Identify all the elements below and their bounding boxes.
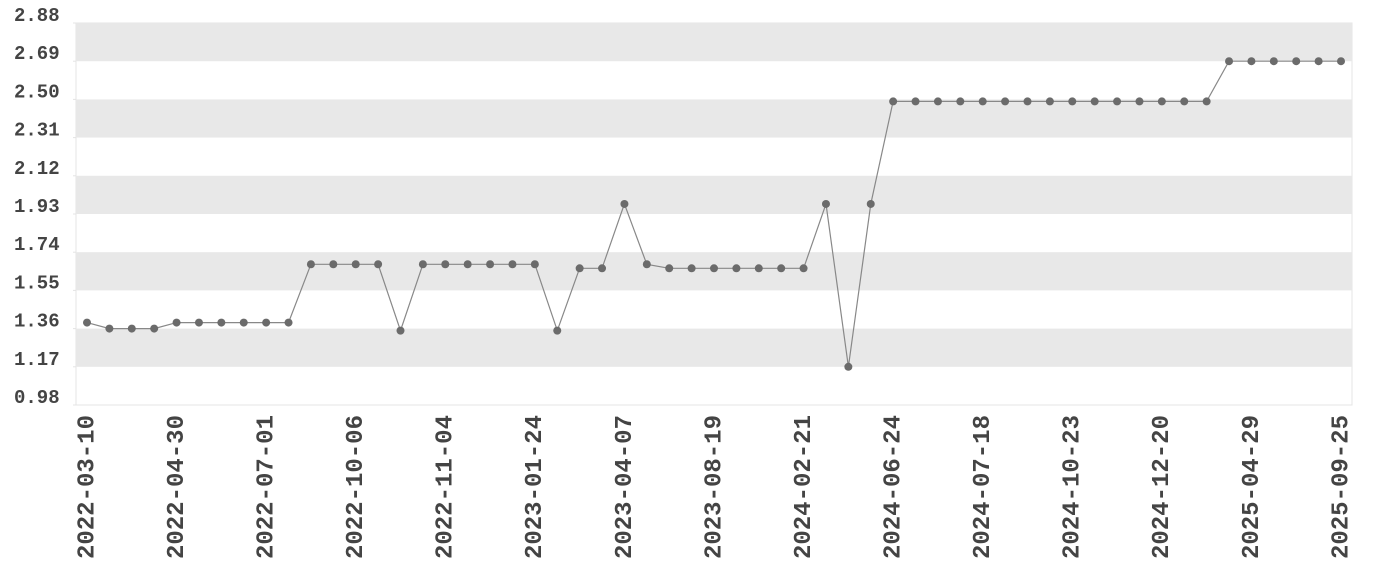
marker (351, 260, 360, 269)
marker (844, 362, 853, 371)
marker (1113, 97, 1122, 106)
marker (1001, 97, 1010, 106)
marker (463, 260, 472, 269)
x-tick-label: 2022-11-04 (433, 415, 460, 559)
x-tick-label: 2024-07-18 (970, 415, 997, 559)
y-tick-label: 2.12 (14, 158, 60, 180)
y-tick-label: 1.17 (14, 349, 60, 371)
marker (687, 264, 696, 273)
marker (665, 264, 674, 273)
marker (754, 264, 763, 273)
y-tick-label: 2.88 (14, 5, 60, 27)
y-tick-label: 1.74 (14, 234, 60, 256)
marker (553, 326, 562, 335)
marker (1314, 57, 1323, 66)
marker (642, 260, 651, 269)
marker (799, 264, 808, 273)
x-tick-label: 2022-07-01 (253, 415, 280, 559)
marker (866, 199, 875, 208)
marker (956, 97, 965, 106)
x-tick-label: 2023-08-19 (701, 415, 728, 559)
marker (329, 260, 338, 269)
y-tick-label: 1.55 (14, 272, 60, 294)
marker (508, 260, 517, 269)
marker (911, 97, 920, 106)
marker (777, 264, 786, 273)
marker (732, 264, 741, 273)
x-tick-label: 2025-04-29 (1239, 415, 1266, 559)
x-tick-label: 2023-04-07 (612, 415, 639, 559)
marker (1225, 57, 1234, 66)
marker (418, 260, 427, 269)
marker (1337, 57, 1345, 66)
x-tick-label: 2022-10-06 (343, 415, 370, 559)
grid-band (76, 328, 1352, 367)
marker (889, 97, 898, 106)
marker (1068, 97, 1077, 106)
marker (1157, 97, 1166, 106)
marker (821, 199, 830, 208)
marker (150, 324, 159, 333)
x-tick-label: 2024-10-23 (1060, 415, 1087, 559)
x-tick-label: 2025-09-25 (1328, 415, 1355, 559)
marker (105, 324, 114, 333)
grid-band (76, 99, 1352, 138)
marker (1023, 97, 1032, 106)
marker (262, 318, 271, 327)
marker (1202, 97, 1211, 106)
y-tick-label: 2.31 (14, 120, 60, 142)
x-tick-label: 2024-12-20 (1149, 415, 1176, 559)
marker (598, 264, 607, 273)
marker (710, 264, 718, 273)
marker (620, 199, 629, 208)
marker (575, 264, 584, 273)
marker (284, 318, 293, 327)
marker (217, 318, 226, 327)
grid-band (76, 175, 1352, 214)
marker (127, 324, 136, 333)
marker (1292, 57, 1301, 66)
y-tick-label: 1.93 (14, 196, 60, 218)
marker (374, 260, 383, 269)
marker (1247, 57, 1256, 66)
x-tick-label: 2022-04-30 (164, 415, 191, 559)
x-tick-label: 2024-06-24 (880, 415, 907, 559)
y-tick-label: 0.98 (14, 387, 60, 409)
marker (530, 260, 539, 269)
marker (1090, 97, 1099, 106)
marker (194, 318, 203, 327)
marker (1269, 57, 1278, 66)
marker (1180, 97, 1189, 106)
marker (172, 318, 181, 327)
x-tick-label: 2024-02-21 (791, 415, 818, 559)
marker (239, 318, 248, 327)
y-tick-label: 2.69 (14, 43, 60, 65)
marker (1045, 97, 1054, 106)
marker (933, 97, 942, 106)
marker (1135, 97, 1144, 106)
marker (396, 326, 405, 335)
x-tick-label: 2023-01-24 (522, 415, 549, 559)
x-tick-label: 2022-03-10 (74, 415, 101, 559)
y-tick-label: 1.36 (14, 311, 60, 333)
marker (306, 260, 315, 269)
marker (978, 97, 987, 106)
grid-band (76, 23, 1352, 62)
marker (83, 318, 91, 327)
marker (486, 260, 495, 269)
marker (441, 260, 450, 269)
y-tick-label: 2.50 (14, 81, 60, 103)
